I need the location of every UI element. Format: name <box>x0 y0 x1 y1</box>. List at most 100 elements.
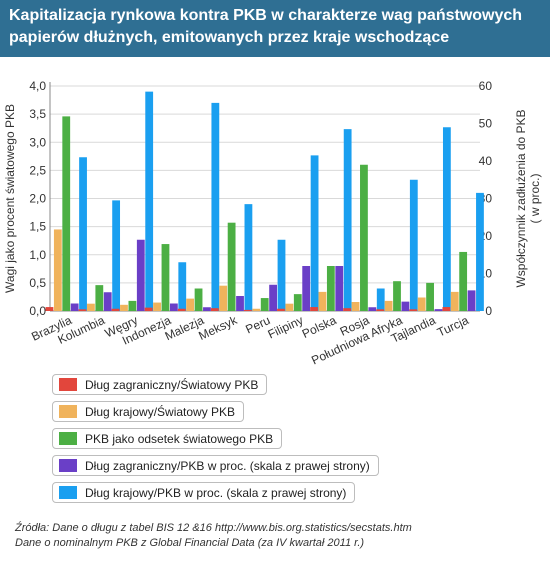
bar-chart: 0,00,51,01,52,02,53,03,54,00102030405060… <box>3 79 542 367</box>
bar <box>78 309 87 311</box>
legend-swatch <box>59 405 77 418</box>
y-tick-label: 0,0 <box>29 304 46 318</box>
legend-swatch <box>59 459 77 472</box>
x-tick-label: Filipiny <box>266 313 306 341</box>
bar <box>244 204 253 312</box>
legend-item: Dług krajowy/PKB w proc. (skala z prawej… <box>52 482 356 503</box>
bar <box>203 307 211 311</box>
bar <box>45 307 54 311</box>
bar <box>79 157 87 311</box>
bar <box>376 288 385 311</box>
bar <box>136 239 145 311</box>
bar <box>269 284 277 311</box>
y-tick-label: 4,0 <box>29 79 46 93</box>
bar <box>70 303 79 311</box>
bar <box>434 309 443 312</box>
bar <box>95 285 104 312</box>
bar <box>277 308 285 311</box>
y-tick-label: 2,0 <box>29 192 46 206</box>
y-axis-label: Wagi jako procent światowego PKB <box>3 104 17 293</box>
bar <box>302 266 311 311</box>
bar <box>128 300 137 312</box>
y-tick-label: 3,5 <box>29 107 46 121</box>
bar <box>318 291 327 312</box>
bar <box>476 192 484 312</box>
legend-item: Dług zagraniczny/Światowy PKB <box>52 374 268 395</box>
legend-swatch <box>59 432 77 445</box>
bar <box>285 303 294 311</box>
bar <box>211 102 220 312</box>
bar <box>310 155 319 312</box>
bar <box>210 308 219 311</box>
bar <box>384 300 393 312</box>
bar <box>343 308 352 311</box>
y-tick-label: 2,5 <box>29 163 46 177</box>
bar <box>194 288 203 311</box>
y-right-tick-label: 0 <box>485 304 492 318</box>
legend-label: Dług zagraniczny/PKB w proc. (skala z pr… <box>85 458 370 473</box>
bar <box>393 281 401 311</box>
bar <box>252 308 261 311</box>
bar <box>326 266 335 311</box>
bar <box>236 296 244 311</box>
x-tick-label: Turcja <box>435 313 471 340</box>
bar <box>310 307 318 311</box>
legend-label: Dług zagraniczny/Światowy PKB <box>85 377 259 392</box>
x-tick-label: Polska <box>300 313 339 341</box>
bar <box>376 309 385 311</box>
y-tick-label: 0,5 <box>29 276 46 290</box>
bar <box>62 116 71 312</box>
bar <box>144 307 153 312</box>
bar <box>360 164 368 311</box>
bar <box>111 308 120 311</box>
legend-item: Dług zagraniczny/PKB w proc. (skala z pr… <box>52 455 379 476</box>
bar <box>417 297 426 311</box>
bar <box>161 244 170 311</box>
bar <box>442 127 451 311</box>
bar <box>219 285 228 311</box>
bar <box>145 91 154 312</box>
bar <box>112 200 121 312</box>
bar <box>351 302 360 311</box>
bar <box>368 307 377 311</box>
y-tick-label: 3,0 <box>29 135 46 149</box>
bar <box>450 291 459 312</box>
bar <box>409 179 418 311</box>
y-right-tick-label: 50 <box>479 117 493 131</box>
legend-swatch <box>59 486 77 499</box>
y-tick-label: 1,5 <box>29 220 46 234</box>
legend-item: Dług krajowy/Światowy PKB <box>52 401 245 422</box>
bar <box>103 292 112 311</box>
bar <box>459 251 468 311</box>
bar <box>409 309 418 311</box>
bar <box>260 298 269 311</box>
bar <box>177 308 186 311</box>
bar <box>169 303 178 311</box>
sources-note: Źródła: Dane o długu z tabel BIS 12 &16 … <box>15 521 412 551</box>
legend-label: Dług krajowy/PKB w proc. (skala z prawej… <box>85 485 347 500</box>
y-right-axis-label: Współczynnik zadłużenia do PKB <box>514 109 528 287</box>
bar <box>53 229 62 311</box>
bar <box>120 304 128 311</box>
bar <box>343 129 352 312</box>
bar <box>277 239 286 311</box>
bar <box>186 298 195 312</box>
bar <box>467 290 476 312</box>
bar <box>293 294 302 312</box>
header-banner: Kapitalizacja rynkowa kontra PKB w chara… <box>0 0 550 57</box>
legend-swatch <box>59 378 77 391</box>
bar <box>87 303 95 311</box>
sources-line-2: Dane o nominalnym PKB z Global Financial… <box>15 537 365 549</box>
bar <box>227 222 236 311</box>
bar <box>178 262 187 311</box>
bar <box>335 266 344 311</box>
bar <box>442 307 451 311</box>
x-tick-label: Meksyk <box>196 313 240 343</box>
bar <box>426 282 434 312</box>
bar <box>153 302 161 311</box>
bar <box>401 301 410 312</box>
y-right-axis-label-unit: ( w proc.) <box>528 173 542 223</box>
y-tick-label: 1,0 <box>29 248 46 262</box>
legend-item: PKB jako odsetek światowego PKB <box>52 428 283 449</box>
y-right-tick-label: 60 <box>479 79 493 93</box>
